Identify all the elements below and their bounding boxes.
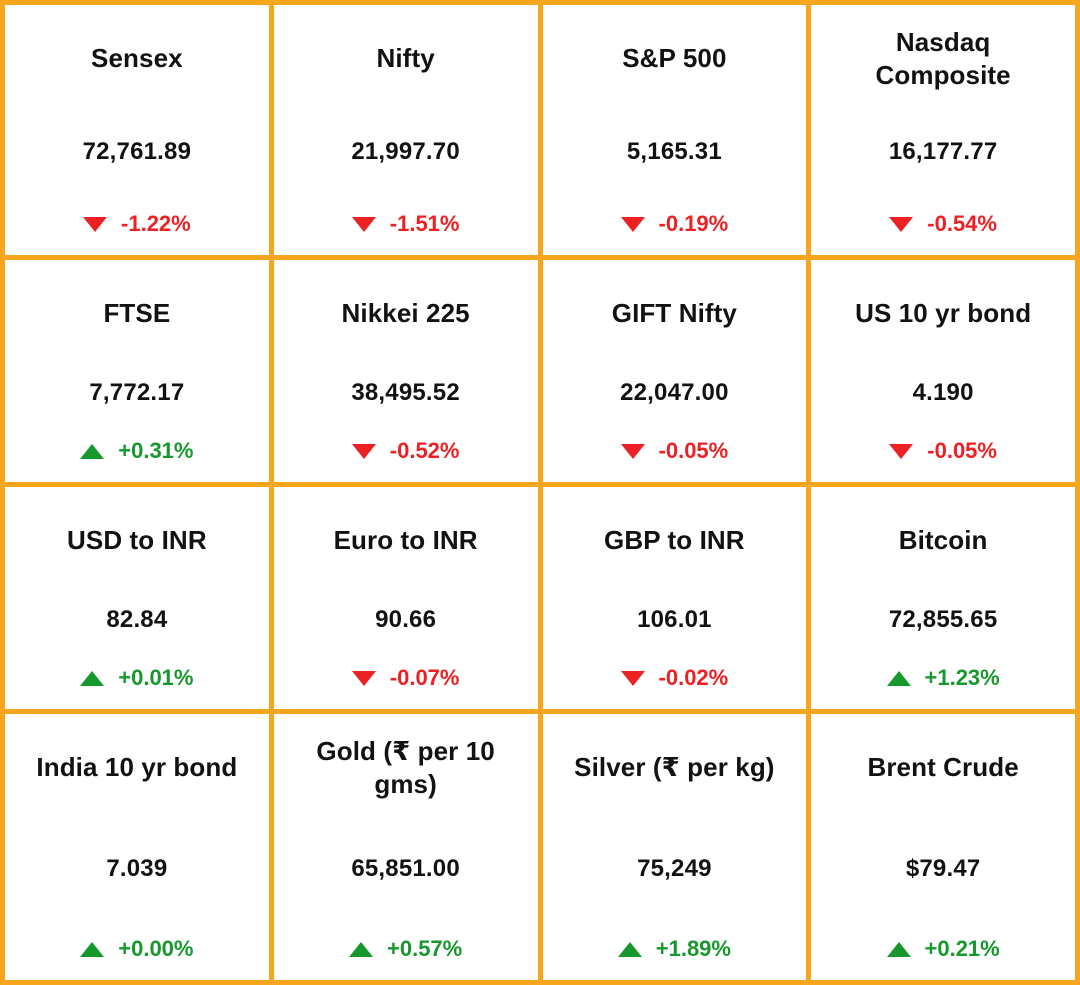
change-indicator: +1.89% [617,936,731,962]
market-tile: GBP to INR 106.01 -0.02% [542,487,807,709]
instrument-value: 7.039 [106,855,168,882]
market-tile: Sensex 72,761.89 -1.22% [5,5,269,255]
instrument-value: 82.84 [106,606,168,633]
up-triangle-icon [886,941,911,957]
instrument-name: Nikkei 225 [341,298,470,329]
change-indicator: +1.23% [886,665,1000,691]
instrument-name: Brent Crude [867,752,1019,783]
instrument-name: GBP to INR [604,525,745,556]
instrument-value: 38,495.52 [351,379,460,406]
instrument-value: 90.66 [375,606,437,633]
change-indicator: +0.21% [886,936,1000,962]
change-indicator: -0.54% [889,211,997,237]
instrument-value: 72,761.89 [82,138,192,165]
up-triangle-icon [349,941,373,957]
down-triangle-icon [351,216,376,232]
down-triangle-icon [620,443,645,459]
change-indicator: -0.05% [620,438,729,464]
change-percent: -0.54% [927,211,997,236]
instrument-name: FTSE [103,298,171,329]
market-tile: Gold (₹ per 10 gms) 65,851.00 +0.57% [273,714,538,980]
instrument-name: Bitcoin [898,525,988,556]
market-tile: FTSE 7,772.17 +0.31% [5,260,269,482]
instrument-value: 75,249 [637,855,712,882]
market-tile: Silver (₹ per kg) 75,249 +1.89% [542,714,807,980]
instrument-value: $79.47 [905,855,981,882]
change-indicator: -0.07% [351,665,460,691]
market-tile: Nikkei 225 38,495.52 -0.52% [273,260,538,482]
instrument-name: US 10 yr bond [855,298,1032,329]
instrument-value: 65,851.00 [351,855,460,882]
market-tile: GIFT Nifty 22,047.00 -0.05% [542,260,807,482]
instrument-value: 22,047.00 [620,379,729,406]
change-percent: +0.31% [118,438,194,463]
down-triangle-icon [620,670,645,686]
change-indicator: +0.00% [80,936,193,962]
change-percent: -0.05% [658,438,729,463]
instrument-name: S&P 500 [622,43,727,74]
market-tile: S&P 500 5,165.31 -0.19% [542,5,807,255]
change-percent: +0.21% [924,936,1000,961]
up-triangle-icon [617,941,642,957]
instrument-value: 72,855.65 [888,606,998,633]
market-tile: Bitcoin 72,855.65 +1.23% [811,487,1075,709]
change-percent: -0.02% [658,665,729,690]
down-triangle-icon [83,216,108,232]
instrument-value: 7,772.17 [89,379,185,406]
change-indicator: -0.02% [620,665,729,691]
up-triangle-icon [886,670,911,686]
change-percent: -0.52% [389,438,460,463]
down-triangle-icon [351,670,376,686]
instrument-value: 21,997.70 [351,138,460,165]
market-tile: Euro to INR 90.66 -0.07% [273,487,538,709]
change-percent: -0.05% [927,438,997,463]
market-tile: US 10 yr bond 4.190 -0.05% [811,260,1075,482]
change-indicator: +0.01% [80,665,193,691]
instrument-value: 4.190 [912,379,974,406]
instrument-name: Nifty [376,43,435,74]
down-triangle-icon [889,216,914,232]
change-percent: -0.07% [389,665,460,690]
up-triangle-icon [80,941,105,957]
change-percent: +0.00% [118,936,194,961]
change-percent: +0.57% [387,936,463,961]
up-triangle-icon [80,443,105,459]
change-percent: -1.22% [121,211,191,236]
change-indicator: -0.52% [351,438,460,464]
market-tile: Nifty 21,997.70 -1.51% [273,5,538,255]
down-triangle-icon [351,443,376,459]
market-tile: India 10 yr bond 7.039 +0.00% [5,714,269,980]
up-triangle-icon [80,670,105,686]
down-triangle-icon [620,216,645,232]
market-tile: Brent Crude $79.47 +0.21% [811,714,1075,980]
instrument-name: GIFT Nifty [611,298,737,329]
instrument-name: Sensex [91,43,183,74]
instrument-name: Gold (₹ per 10 gms) [316,735,495,799]
instrument-value: 16,177.77 [888,138,998,165]
instrument-value: 106.01 [637,606,712,633]
change-indicator: -0.05% [889,438,997,464]
instrument-name: USD to INR [67,525,207,556]
down-triangle-icon [889,443,914,459]
change-percent: +0.01% [118,665,194,690]
change-indicator: -1.22% [83,211,191,237]
instrument-name: Euro to INR [333,525,478,556]
change-percent: -1.51% [389,211,460,236]
change-indicator: +0.57% [349,936,462,962]
instrument-value: 5,165.31 [626,138,722,165]
instrument-name: Silver (₹ per kg) [574,752,775,783]
instrument-name: India 10 yr bond [36,752,238,783]
change-indicator: +0.31% [80,438,193,464]
market-tile: Nasdaq Composite 16,177.77 -0.54% [811,5,1075,255]
change-percent: -0.19% [658,211,729,236]
change-percent: +1.23% [924,665,1000,690]
change-indicator: -1.51% [351,211,460,237]
change-percent: +1.89% [655,936,731,961]
market-tile: USD to INR 82.84 +0.01% [5,487,269,709]
instrument-name: Nasdaq Composite [875,26,1011,90]
change-indicator: -0.19% [620,211,729,237]
